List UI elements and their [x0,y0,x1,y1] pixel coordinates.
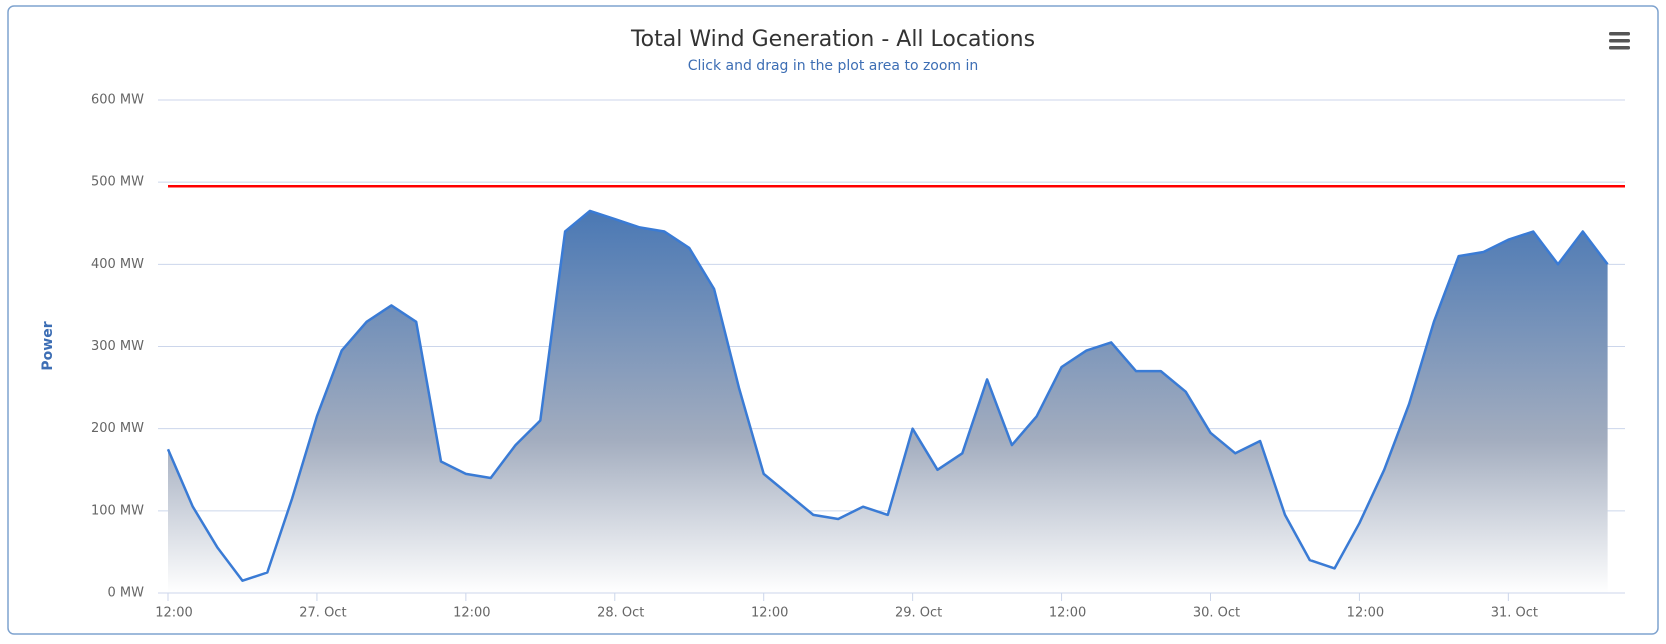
menu-bar [1609,39,1630,43]
area-line [166,209,1609,582]
menu-bar [1609,46,1630,50]
x-tick-label: 12:00 [1347,606,1384,621]
x-tick-label: 27. Oct [299,606,346,621]
menu-bar [1609,32,1630,36]
x-tick-label: 12:00 [1049,606,1086,621]
x-tick-label: 12:00 [751,606,788,621]
y-tick-label: 500 MW [91,175,144,190]
x-tick-label: 31. Oct [1491,606,1538,621]
x-tick-label: 30. Oct [1193,606,1240,621]
y-tick-label: 100 MW [91,503,144,518]
y-tick-label: 0 MW [108,586,145,601]
y-tick-label: 600 MW [91,93,144,108]
x-tick-label: 29. Oct [895,606,942,621]
y-tick-label: 300 MW [91,339,144,354]
y-tick-label: 400 MW [91,257,144,272]
menu-button[interactable] [1606,28,1632,54]
chart-subtitle: Click and drag in the plot area to zoom … [688,58,979,74]
x-tick-label: 28. Oct [597,606,644,621]
chart-title: Total Wind Generation - All Locations [630,27,1035,52]
x-tick-label: 12:00 [155,606,192,621]
y-axis-title: Power [40,321,56,370]
area-fill [168,210,1608,593]
x-tick-label: 12:00 [453,606,490,621]
y-tick-label: 200 MW [91,421,144,436]
